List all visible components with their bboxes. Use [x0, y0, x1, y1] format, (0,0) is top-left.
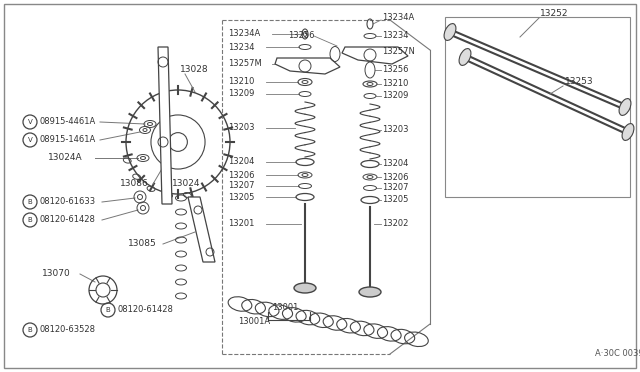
- Text: 13234A: 13234A: [382, 13, 414, 22]
- Text: B: B: [28, 217, 33, 223]
- Text: 13210: 13210: [228, 77, 254, 87]
- Text: A·30C 0039: A·30C 0039: [595, 350, 640, 359]
- Text: 13207: 13207: [382, 183, 408, 192]
- Text: 13209: 13209: [228, 90, 254, 99]
- Text: 08120-61428: 08120-61428: [118, 305, 174, 314]
- Text: 08120-61633: 08120-61633: [40, 198, 96, 206]
- Text: 13207: 13207: [228, 182, 255, 190]
- Text: 13201: 13201: [228, 219, 254, 228]
- Text: B: B: [28, 327, 33, 333]
- Polygon shape: [188, 197, 215, 262]
- Text: 13203: 13203: [228, 124, 255, 132]
- Text: 13205: 13205: [382, 196, 408, 205]
- Text: 13234A: 13234A: [228, 29, 260, 38]
- Text: 13252: 13252: [540, 10, 568, 19]
- Polygon shape: [158, 47, 172, 204]
- Ellipse shape: [444, 23, 456, 41]
- Polygon shape: [275, 58, 340, 74]
- Text: 13209: 13209: [382, 92, 408, 100]
- Text: B: B: [28, 199, 33, 205]
- Text: 13234: 13234: [382, 32, 408, 41]
- Text: 13256: 13256: [288, 32, 314, 41]
- Text: 13202: 13202: [382, 219, 408, 228]
- Ellipse shape: [619, 99, 631, 115]
- Text: B: B: [106, 307, 110, 313]
- Text: 08120-61428: 08120-61428: [40, 215, 96, 224]
- Ellipse shape: [359, 287, 381, 297]
- Text: 13253: 13253: [565, 77, 594, 87]
- Text: 13001: 13001: [272, 304, 298, 312]
- Ellipse shape: [294, 283, 316, 293]
- Ellipse shape: [622, 124, 634, 140]
- Text: 13001A: 13001A: [238, 317, 270, 327]
- Text: 13086: 13086: [120, 180, 148, 189]
- Text: 13257N: 13257N: [382, 48, 415, 57]
- Text: 13204: 13204: [228, 157, 254, 167]
- Text: 13234: 13234: [228, 42, 255, 51]
- Ellipse shape: [459, 49, 471, 65]
- Text: 13206: 13206: [382, 173, 408, 182]
- Text: 13070: 13070: [42, 269, 71, 279]
- Text: V: V: [28, 137, 33, 143]
- Text: 13028: 13028: [180, 65, 209, 74]
- Text: 08915-1461A: 08915-1461A: [40, 135, 96, 144]
- Text: 13024: 13024: [172, 180, 200, 189]
- Text: 13256: 13256: [382, 65, 408, 74]
- Polygon shape: [342, 47, 408, 64]
- Text: 13203: 13203: [382, 125, 408, 135]
- Text: 13085: 13085: [128, 240, 157, 248]
- Text: 13206: 13206: [228, 170, 255, 180]
- Text: 13204: 13204: [382, 160, 408, 169]
- Text: 13024A: 13024A: [48, 154, 83, 163]
- Bar: [445, 17, 630, 197]
- Text: 08915-4461A: 08915-4461A: [40, 118, 96, 126]
- Text: 13257M: 13257M: [228, 60, 262, 68]
- Text: 13205: 13205: [228, 192, 254, 202]
- Text: V: V: [28, 119, 33, 125]
- Text: 13210: 13210: [382, 80, 408, 89]
- Text: 08120-63528: 08120-63528: [40, 326, 96, 334]
